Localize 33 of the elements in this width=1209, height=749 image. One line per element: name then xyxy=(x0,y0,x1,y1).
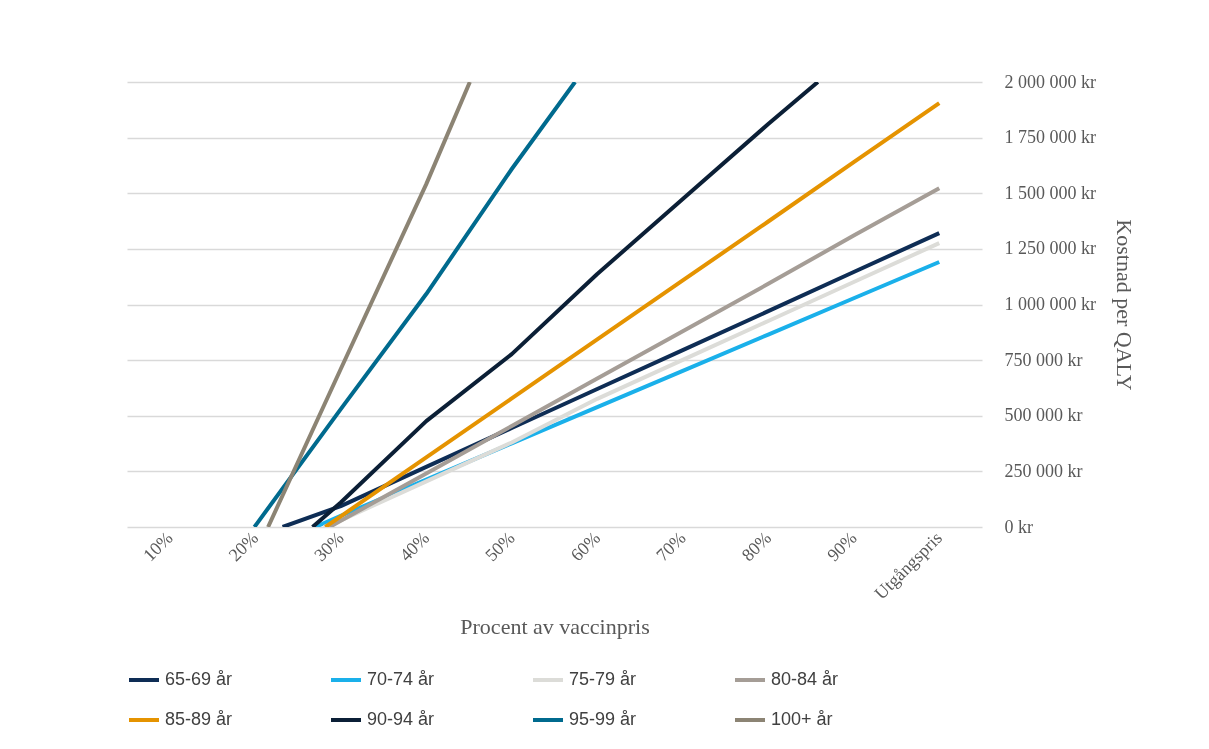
y-tick-label: 500 000 kr xyxy=(1004,405,1083,426)
line-series xyxy=(327,186,942,527)
legend-label: 65-69 år xyxy=(165,669,233,689)
line-series xyxy=(266,82,472,527)
line-series xyxy=(310,82,820,527)
line-series xyxy=(323,101,942,527)
y-tick-label: 250 000 kr xyxy=(1004,460,1083,481)
y-tick-label: 0 kr xyxy=(1004,516,1033,537)
y-tick-label: 1 250 000 kr xyxy=(1004,238,1096,259)
legend-label: 90-94 år xyxy=(367,709,435,729)
legend-label: 95-99 år xyxy=(569,709,637,729)
legend-label: 85-89 år xyxy=(165,709,233,729)
y-tick-label: 1 750 000 kr xyxy=(1004,127,1096,148)
x-tick-label: 40% xyxy=(395,527,434,566)
x-tick-label: 60% xyxy=(566,527,605,566)
x-tick-label: 70% xyxy=(652,527,690,566)
y-tick-label: 2 000 000 kr xyxy=(1004,71,1096,92)
legend-label: 70-74 år xyxy=(367,669,435,689)
line-series xyxy=(252,82,578,527)
y-axis-title: Kostnad per QALY xyxy=(1111,219,1137,391)
y-tick-label: 1 000 000 kr xyxy=(1004,294,1096,314)
x-tick-label: 90% xyxy=(823,527,861,566)
x-tick-label: 10% xyxy=(139,527,177,566)
legend-label: 100+ år xyxy=(771,709,833,729)
legend-label: 75-79 år xyxy=(569,669,637,689)
x-tick-label: 20% xyxy=(224,527,263,566)
x-tick-label: 30% xyxy=(310,527,348,566)
legend-label: 80-84 år xyxy=(771,669,839,689)
x-tick-label: 50% xyxy=(481,527,519,566)
x-tick-label: 80% xyxy=(737,527,776,566)
y-tick-label: 750 000 kr xyxy=(1004,349,1083,370)
x-axis-title: Procent av vaccinpris xyxy=(460,614,650,640)
y-tick-label: 1 500 000 kr xyxy=(1004,182,1096,203)
